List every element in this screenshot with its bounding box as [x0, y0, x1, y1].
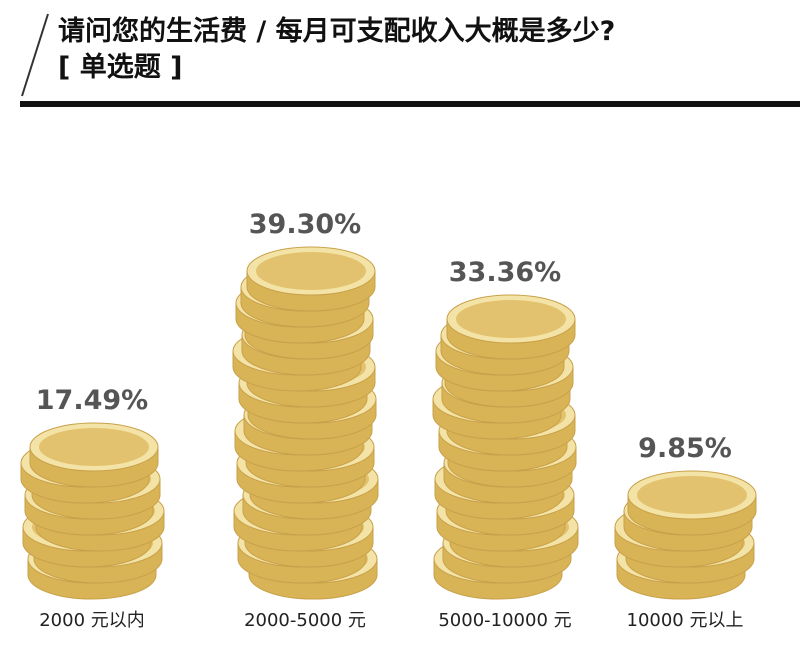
category-label: 2000 元以内	[39, 610, 145, 631]
chart-subtitle: [ 单选题 ]	[58, 52, 183, 83]
category-label: 10000 元以上	[627, 610, 744, 631]
category-label: 5000-10000 元	[438, 610, 571, 631]
value-label: 39.30%	[249, 209, 361, 240]
chart-title: 请问您的生活费 / 每月可支配收入大概是多少? [ 单选题 ]	[58, 14, 788, 86]
value-label: 33.36%	[449, 257, 561, 288]
coin-stack-bar	[614, 470, 757, 600]
chart-title-text: 请问您的生活费 / 每月可支配收入大概是多少?	[58, 16, 616, 47]
value-label: 9.85%	[638, 433, 732, 464]
coin-stack-chart: 17.49% 2000 元以内 39.30% 2000-5000 元 33.36% 500…	[20, 209, 757, 631]
coin-stack-bar	[20, 422, 165, 600]
coin-stack-bar	[432, 294, 579, 600]
title-rule	[20, 101, 800, 107]
coin-stack-bar	[232, 246, 379, 600]
value-label: 17.49%	[36, 385, 148, 416]
title-slash-decoration	[21, 13, 49, 97]
category-label: 2000-5000 元	[244, 610, 366, 631]
header: 请问您的生活费 / 每月可支配收入大概是多少? [ 单选题 ]	[0, 0, 800, 108]
